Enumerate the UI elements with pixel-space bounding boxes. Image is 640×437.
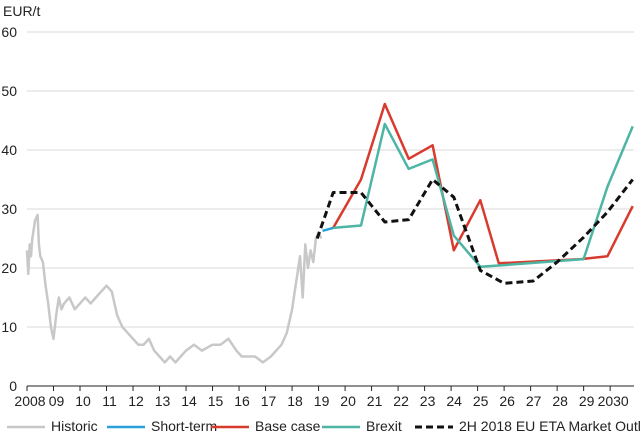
y-axis-label: EUR/t [3,3,40,19]
x-tick-label: 11 [102,393,117,409]
y-tick-label: 10 [1,319,17,335]
y-tick-label: 0 [9,378,17,394]
legend-label-2h-2018-eu-eta-market-outlook: 2H 2018 EU ETA Market Outlook [459,418,640,434]
legend-label-base-case: Base case [255,418,321,434]
y-tick-label: 50 [1,83,17,99]
y-tick-label: 30 [1,201,17,217]
x-tick-label: 12 [128,393,144,409]
y-tick-label: 60 [1,24,17,40]
x-tick-label: 2008 [14,393,45,409]
x-tick-label: 15 [208,393,224,409]
legend: Historic Short-term Base case Brexit 2H 2018… [7,418,640,434]
series-line-base-case [332,102,634,265]
series-line-short-term [322,226,334,233]
legend-label-historic: Historic [51,418,98,434]
x-tick-label: 25 [473,393,489,409]
x-tick-label: 22 [393,393,409,409]
y-tick-label: 20 [1,260,17,276]
x-tick-label: 19 [314,393,330,409]
y-tick-label: 40 [1,142,17,158]
x-tick-label: 23 [420,393,436,409]
series-lines [25,102,634,364]
series-line-brexit [333,122,634,269]
series-line-historic [25,213,323,364]
x-tick-label: 24 [446,393,462,409]
x-tick-label: 13 [155,393,171,409]
x-tick-label: 2030 [598,393,629,409]
x-tick-label: 27 [526,393,542,409]
x-tick-label: 26 [499,393,515,409]
x-tick-label: 28 [552,393,568,409]
x-tick-label: 14 [181,393,197,409]
legend-label-brexit: Brexit [366,418,402,434]
grid-lines [27,31,634,328]
y-tick-labels: 0 10 20 30 40 50 60 [1,24,17,394]
x-tick-label: 20 [340,393,356,409]
x-tick-label: 29 [579,393,595,409]
x-tick-label: 10 [75,393,91,409]
x-tick-label: 16 [234,393,250,409]
x-tick-label: 21 [367,393,383,409]
x-tick-label: 09 [49,393,65,409]
x-tick-label: 17 [261,393,277,409]
x-tick-labels: 2008 09 10 11 12 13 14 15 16 17 18 19 20 21 22 23 24 25 26… [14,386,629,409]
series-line-2h-2018-eu-eta-market-outlook [315,178,634,285]
legend-label-short-term: Short-term [151,418,217,434]
x-tick-label: 18 [287,393,303,409]
